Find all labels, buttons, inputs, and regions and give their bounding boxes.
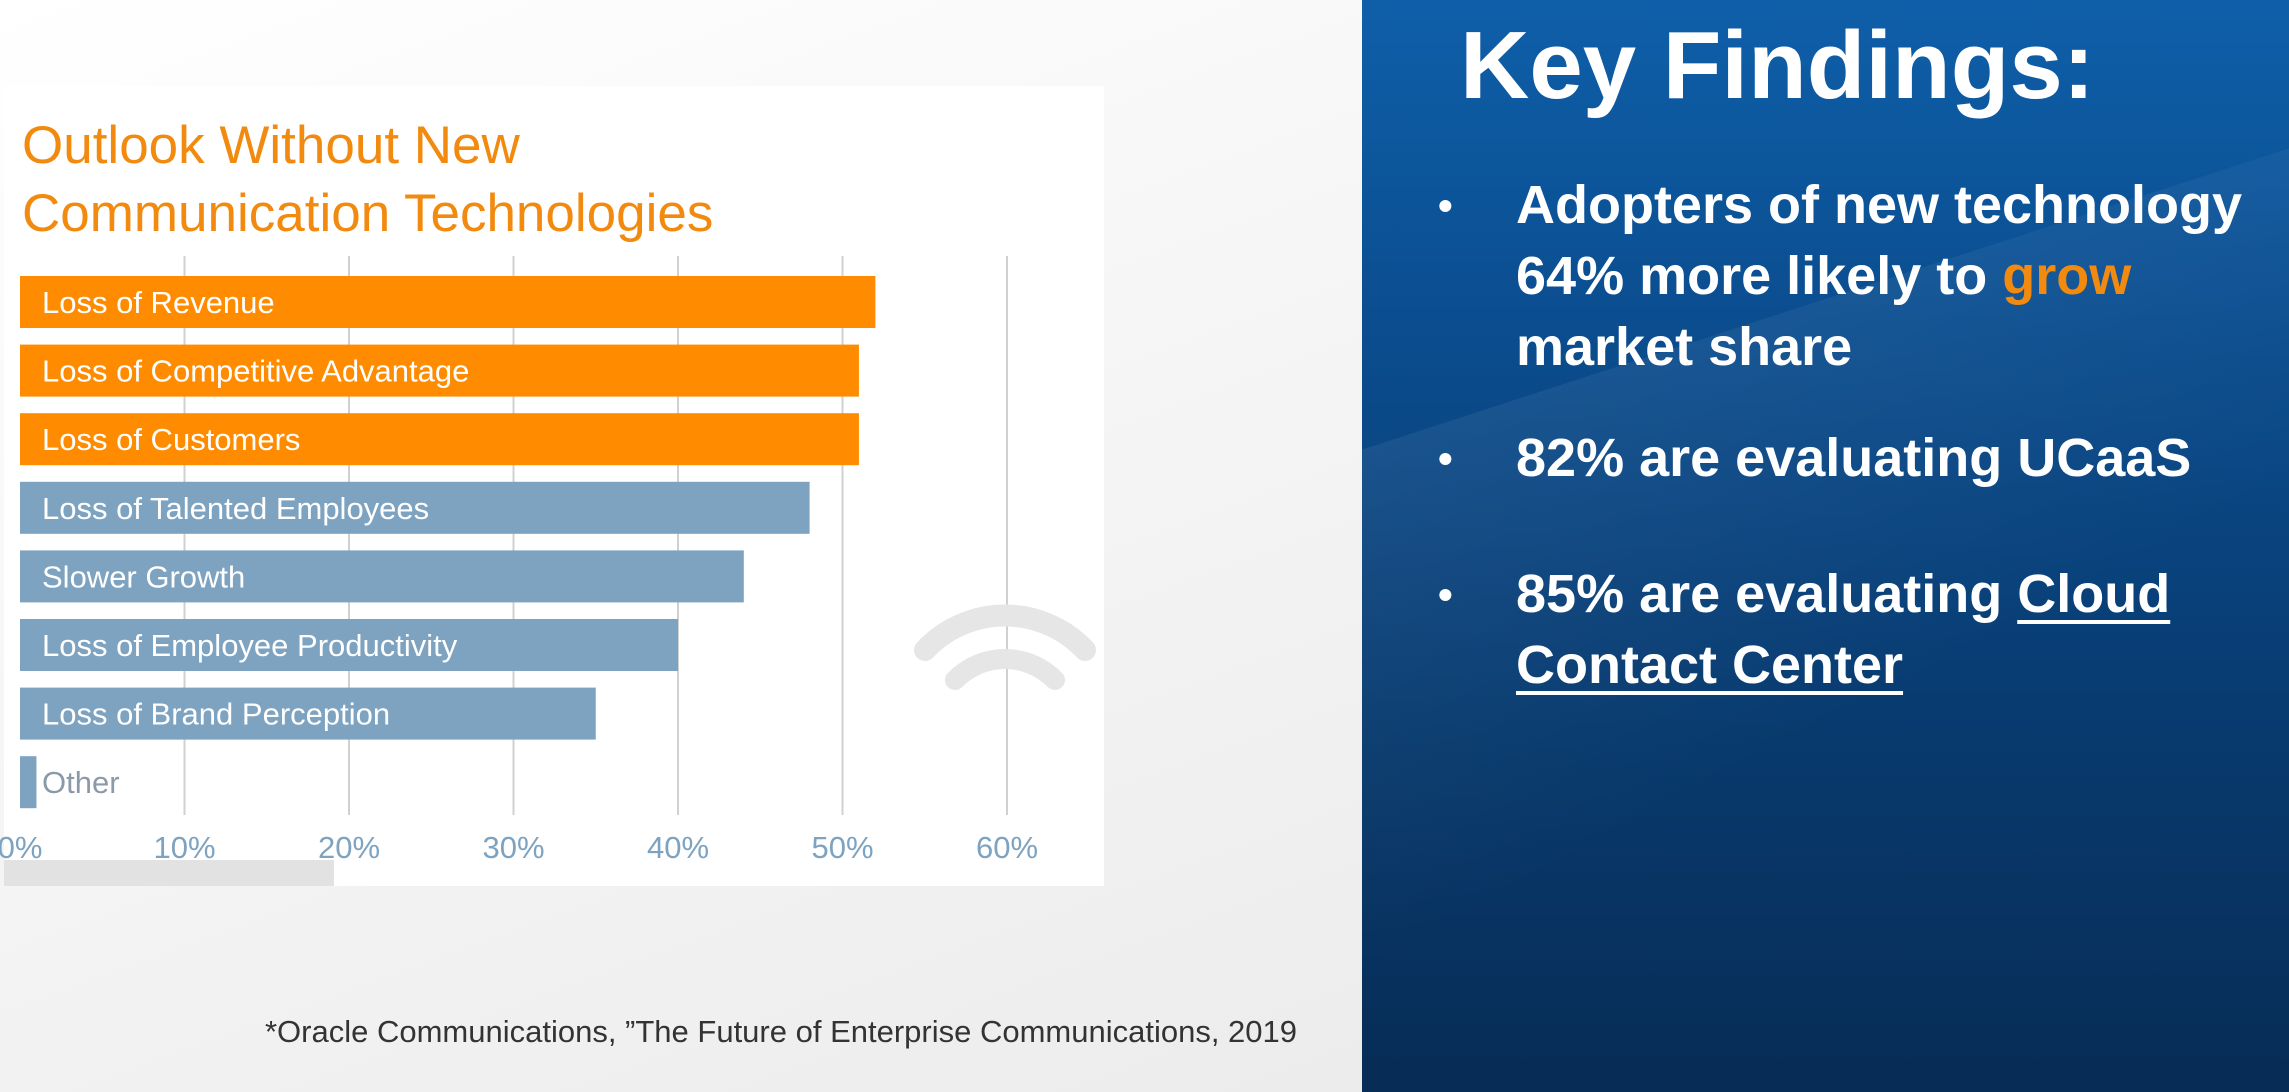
bar-5 [20,619,678,671]
chart-title: Outlook Without New Communication Techno… [22,116,714,243]
bar-label: Loss of Employee Productivity [42,628,458,663]
chart-card-shadow [4,860,334,886]
x-tick-label: 20% [318,830,380,865]
wifi-watermark-icon [914,604,1096,690]
finding-item-1: • Adopters of new technology 64% more li… [1438,170,2288,383]
bar-label: Loss of Talented Employees [42,491,429,526]
finding-text-1-end: market share [1516,317,1853,377]
bullet-icon: • [1438,435,1453,482]
findings-panel [1362,0,2289,1092]
bullet-icon: • [1438,182,1453,229]
x-tick-label: 60% [976,830,1038,865]
bar-chart: 0% 10% 20% 30% 40% 50% 60% Loss of Revenue Loss … [0,256,1038,865]
bar-label: Other [42,765,120,800]
finding-text-3-part: 85% are evaluating [1516,564,2018,624]
bar-label: Slower Growth [42,559,245,594]
bar-6 [20,687,596,740]
bar-7 [20,756,37,809]
bar-4 [20,550,744,603]
cloud-contact-center-link[interactable]: Cloud Contact Center [1516,564,2171,695]
bar-3 [20,481,810,534]
x-tick-label: 40% [647,830,709,865]
finding-text-1: Adopters of new technology 64% more like… [1516,170,2288,383]
finding-highlight-grow: grow [2002,246,2132,306]
bar-0 [20,276,876,328]
finding-item-2: • 82% are evaluating UCaaS [1438,423,2288,494]
finding-text-1-part: Adopters of new technology 64% more like… [1516,175,2243,306]
finding-text-2: 82% are evaluating UCaaS [1516,428,2192,488]
x-tick-label: 0% [0,830,42,865]
findings-heading: Key Findings: [1460,12,2095,119]
bar-label: Loss of Brand Perception [42,697,390,732]
bar-label: Loss of Revenue [42,285,275,320]
bullet-icon: • [1438,571,1453,618]
finding-text-3: 85% are evaluating Cloud Contact Center [1516,559,2288,701]
x-tick-label: 30% [482,830,544,865]
x-tick-label: 10% [153,830,215,865]
bar-label: Loss of Customers [42,422,300,457]
source-citation: *Oracle Communications, ”The Future of E… [264,1014,1298,1049]
bar-2 [20,413,859,466]
x-tick-label: 50% [811,830,873,865]
bar-1 [20,344,859,397]
finding-item-3: • 85% are evaluating Cloud Contact Cente… [1438,559,2288,701]
bar-label: Loss of Competitive Advantage [42,354,469,389]
